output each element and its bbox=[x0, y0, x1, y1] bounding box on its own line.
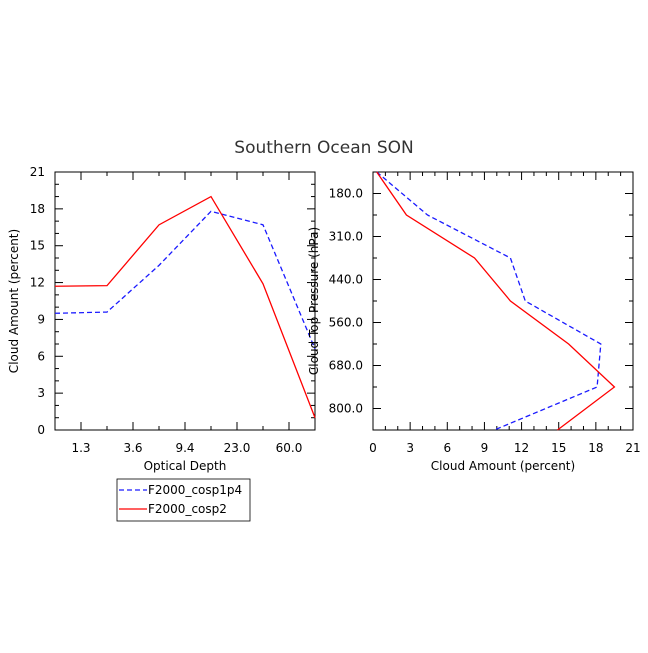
legend-label-cosp2: F2000_cosp2 bbox=[148, 502, 227, 516]
right-y-tick-label: 560.0 bbox=[329, 316, 363, 330]
right-x-tick-label: 9 bbox=[481, 441, 489, 455]
right-y-tick-label: 310.0 bbox=[329, 230, 363, 244]
right-x-tick-label: 3 bbox=[406, 441, 414, 455]
left-y-tick-label: 12 bbox=[30, 276, 45, 290]
left-y-tick-label: 9 bbox=[37, 312, 45, 326]
right-y-tick-label: 440.0 bbox=[329, 273, 363, 287]
legend: F2000_cosp1p4 F2000_cosp2 bbox=[116, 478, 251, 522]
left-plot-lines bbox=[54, 195, 316, 418]
left-y-tick-label: 15 bbox=[30, 239, 45, 253]
right-x-axis-label: Cloud Amount (percent) bbox=[431, 459, 575, 473]
right-series-line-cosp2 bbox=[376, 171, 616, 431]
left-series-line-cosp1p4 bbox=[54, 210, 316, 350]
cloud-top-pressure-panel: 0 3 6 9 12 15 18 21 180.0 310.0 440.0 560.0 680.0 800… bbox=[307, 171, 641, 473]
left-plot-ticks: 1.3 3.6 9.4 23.0 60.0 0 3 6 9 12 15 18 21 bbox=[30, 165, 316, 455]
legend-label-cosp1p4: F2000_cosp1p4 bbox=[148, 483, 242, 497]
left-x-tick-label: 1.3 bbox=[71, 441, 90, 455]
left-y-axis-label: Cloud Amount (percent) bbox=[7, 229, 21, 373]
right-x-tick-label: 12 bbox=[514, 441, 529, 455]
chart-title: Southern Ocean SON bbox=[234, 138, 413, 158]
legend-box bbox=[116, 478, 251, 522]
right-x-tick-label: 0 bbox=[369, 441, 377, 455]
right-plot-frame bbox=[372, 171, 634, 431]
right-y-tick-label: 180.0 bbox=[329, 187, 363, 201]
right-x-tick-label: 6 bbox=[443, 441, 451, 455]
left-x-tick-label: 3.6 bbox=[123, 441, 142, 455]
right-x-tick-label: 15 bbox=[551, 441, 566, 455]
left-y-tick-label: 6 bbox=[37, 349, 45, 363]
left-x-tick-label: 23.0 bbox=[224, 441, 251, 455]
left-x-tick-label: 9.4 bbox=[175, 441, 194, 455]
right-series-line-cosp1p4 bbox=[376, 171, 602, 431]
right-x-tick-label: 18 bbox=[588, 441, 603, 455]
right-y-tick-label: 680.0 bbox=[329, 359, 363, 373]
left-y-tick-label: 18 bbox=[30, 202, 45, 216]
right-y-tick-label: 800.0 bbox=[329, 402, 363, 416]
optical-depth-panel: 1.3 3.6 9.4 23.0 60.0 0 3 6 9 12 15 18 21 Optical De… bbox=[7, 165, 316, 473]
left-y-tick-label: 0 bbox=[37, 423, 45, 437]
right-plot-ticks: 0 3 6 9 12 15 18 21 180.0 310.0 440.0 560.0 680.0 800… bbox=[329, 171, 641, 455]
left-y-tick-label: 21 bbox=[30, 165, 45, 179]
left-series-line-cosp2 bbox=[54, 195, 316, 418]
left-x-tick-label: 60.0 bbox=[276, 441, 303, 455]
left-x-axis-label: Optical Depth bbox=[144, 459, 227, 473]
right-plot-lines bbox=[376, 171, 616, 431]
left-y-tick-label: 3 bbox=[37, 386, 45, 400]
right-y-axis-label: Cloud Top Pressure (hPa) bbox=[307, 227, 321, 375]
right-x-tick-label: 21 bbox=[625, 441, 640, 455]
